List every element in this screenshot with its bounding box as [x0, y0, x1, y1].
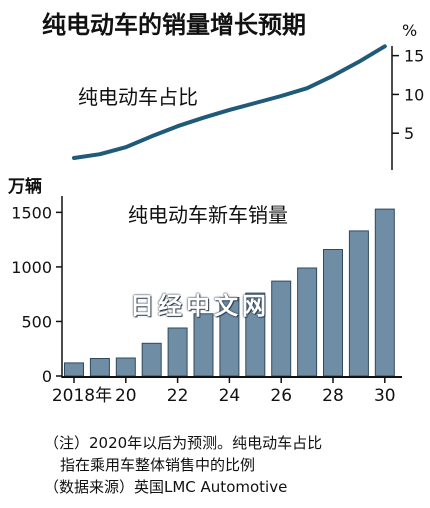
bar-2022 [167, 327, 188, 377]
bar-2020 [115, 357, 136, 377]
bar-ytick-label: 500 [21, 312, 52, 331]
bar-ytick-label: 1000 [11, 258, 52, 277]
watermark: 日经中文网 [130, 292, 270, 320]
bar-2026 [271, 280, 292, 377]
bar-xtick-label: 28 [322, 386, 344, 406]
bar-unit-label: 万辆 [7, 176, 42, 197]
bar-2028 [323, 249, 343, 377]
bar-series-label: 纯电动车新车销量 [128, 203, 288, 227]
bar-xtick-label: 30 [374, 386, 396, 406]
bar-ytick-label: 0 [42, 367, 52, 386]
note-line-2: 指在乘用车整体销售中的比例 [60, 456, 256, 474]
bar-2019 [89, 358, 110, 377]
bar-xtick-label: 22 [167, 386, 189, 406]
bar-2030 [374, 208, 395, 377]
bar-xtick-label: 26 [270, 386, 292, 406]
bar-xtick-label: 2018年 [52, 386, 112, 406]
chart-notes: （注）2020年以后为预测。纯电动车占比 指在乘用车整体销售中的比例 （数据来源… [44, 432, 322, 498]
bar-2018 [64, 362, 84, 377]
bar-xtick-label: 20 [115, 386, 137, 406]
bar-2027 [297, 267, 318, 377]
share-line [72, 44, 387, 160]
note-line-1: （注）2020年以后为预测。纯电动车占比 [44, 434, 323, 452]
line-ytick-label: 15 [404, 47, 424, 66]
bar-2029 [348, 230, 369, 377]
chart-title: 纯电动车的销量增长预期 [42, 11, 306, 39]
bar-xtick-label: 24 [219, 386, 241, 406]
line-ytick-label: 10 [404, 85, 424, 104]
line-series-label: 纯电动车占比 [78, 85, 198, 109]
bar-2021 [141, 342, 162, 377]
line-ytick-label: 5 [404, 124, 414, 143]
note-line-3: （数据来源）英国LMC Automotive [44, 478, 288, 496]
bar-ytick-label: 1500 [11, 203, 52, 222]
bar-2023 [193, 313, 214, 377]
line-unit-label: % [402, 21, 417, 40]
